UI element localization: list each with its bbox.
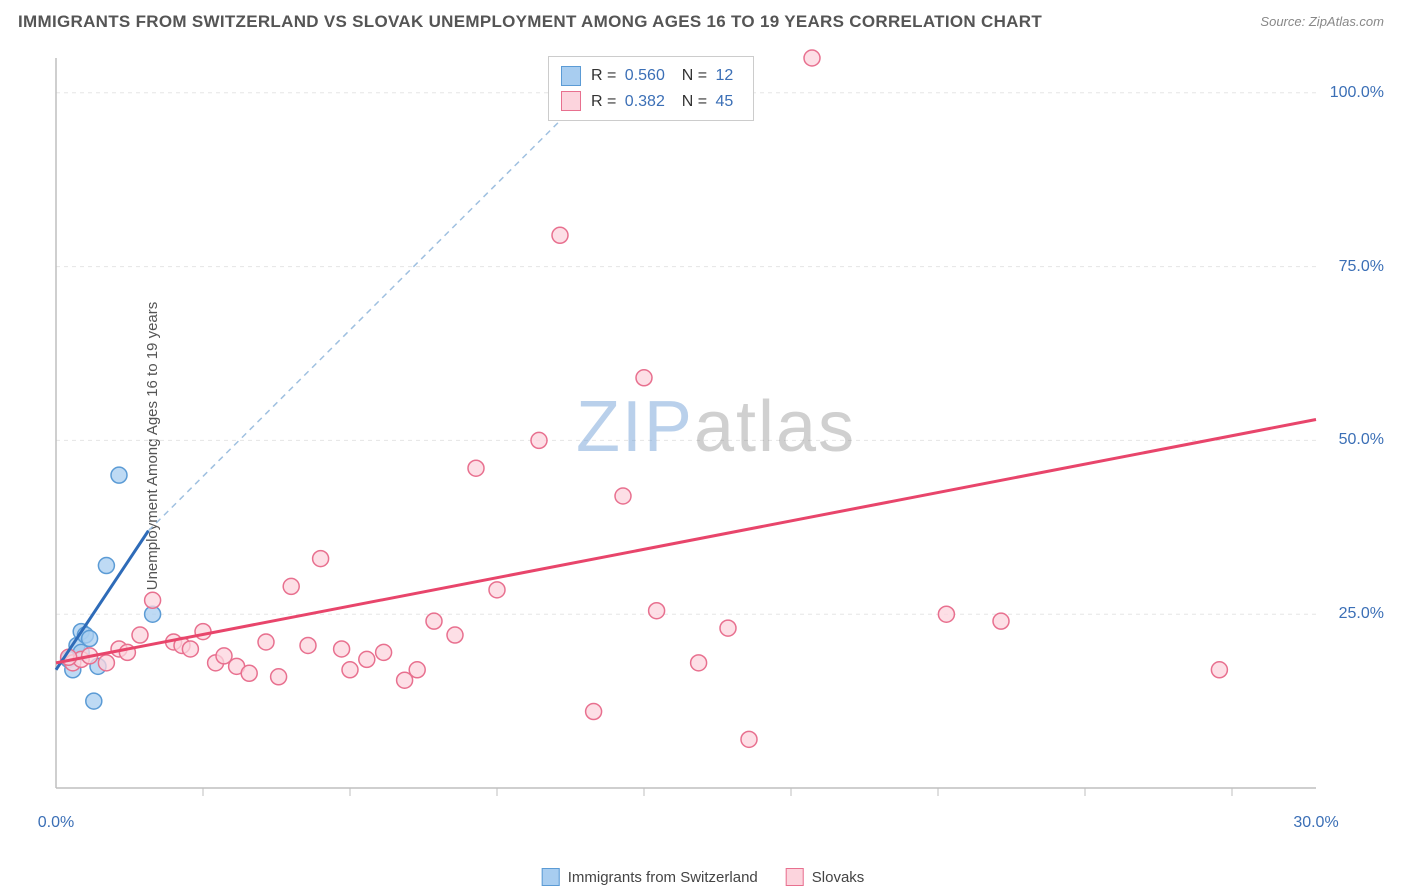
legend-row: R = 0.560 N = 12 <box>561 63 741 89</box>
x-tick-label: 0.0% <box>38 814 74 832</box>
legend-item: Immigrants from Switzerland <box>542 868 758 886</box>
legend-swatch <box>542 868 560 886</box>
y-tick-label: 75.0% <box>1339 258 1384 276</box>
legend-swatch <box>561 66 581 86</box>
x-tick-label: 30.0% <box>1293 814 1338 832</box>
legend-label: Slovaks <box>812 869 865 886</box>
legend-item: Slovaks <box>786 868 865 886</box>
scatter-svg <box>46 48 1386 838</box>
legend-text: R = 0.560 N = 12 <box>591 63 741 89</box>
source-value: ZipAtlas.com <box>1309 14 1384 29</box>
legend-label: Immigrants from Switzerland <box>568 869 758 886</box>
legend-text: R = 0.382 N = 45 <box>591 89 741 115</box>
source-label: Source: <box>1260 14 1305 29</box>
y-tick-label: 50.0% <box>1339 431 1384 449</box>
chart-title: IMMIGRANTS FROM SWITZERLAND VS SLOVAK UN… <box>18 12 1042 32</box>
legend-swatch <box>786 868 804 886</box>
legend-row: R = 0.382 N = 45 <box>561 89 741 115</box>
series-legend: Immigrants from Switzerland Slovaks <box>542 868 865 886</box>
y-tick-label: 100.0% <box>1330 84 1384 102</box>
plot-area: ZIPatlas 25.0%50.0%75.0%100.0%0.0%30.0% <box>46 48 1386 838</box>
y-tick-label: 25.0% <box>1339 605 1384 623</box>
correlation-legend: R = 0.560 N = 12R = 0.382 N = 45 <box>548 56 754 121</box>
source-credit: Source: ZipAtlas.com <box>1260 14 1384 29</box>
legend-swatch <box>561 91 581 111</box>
